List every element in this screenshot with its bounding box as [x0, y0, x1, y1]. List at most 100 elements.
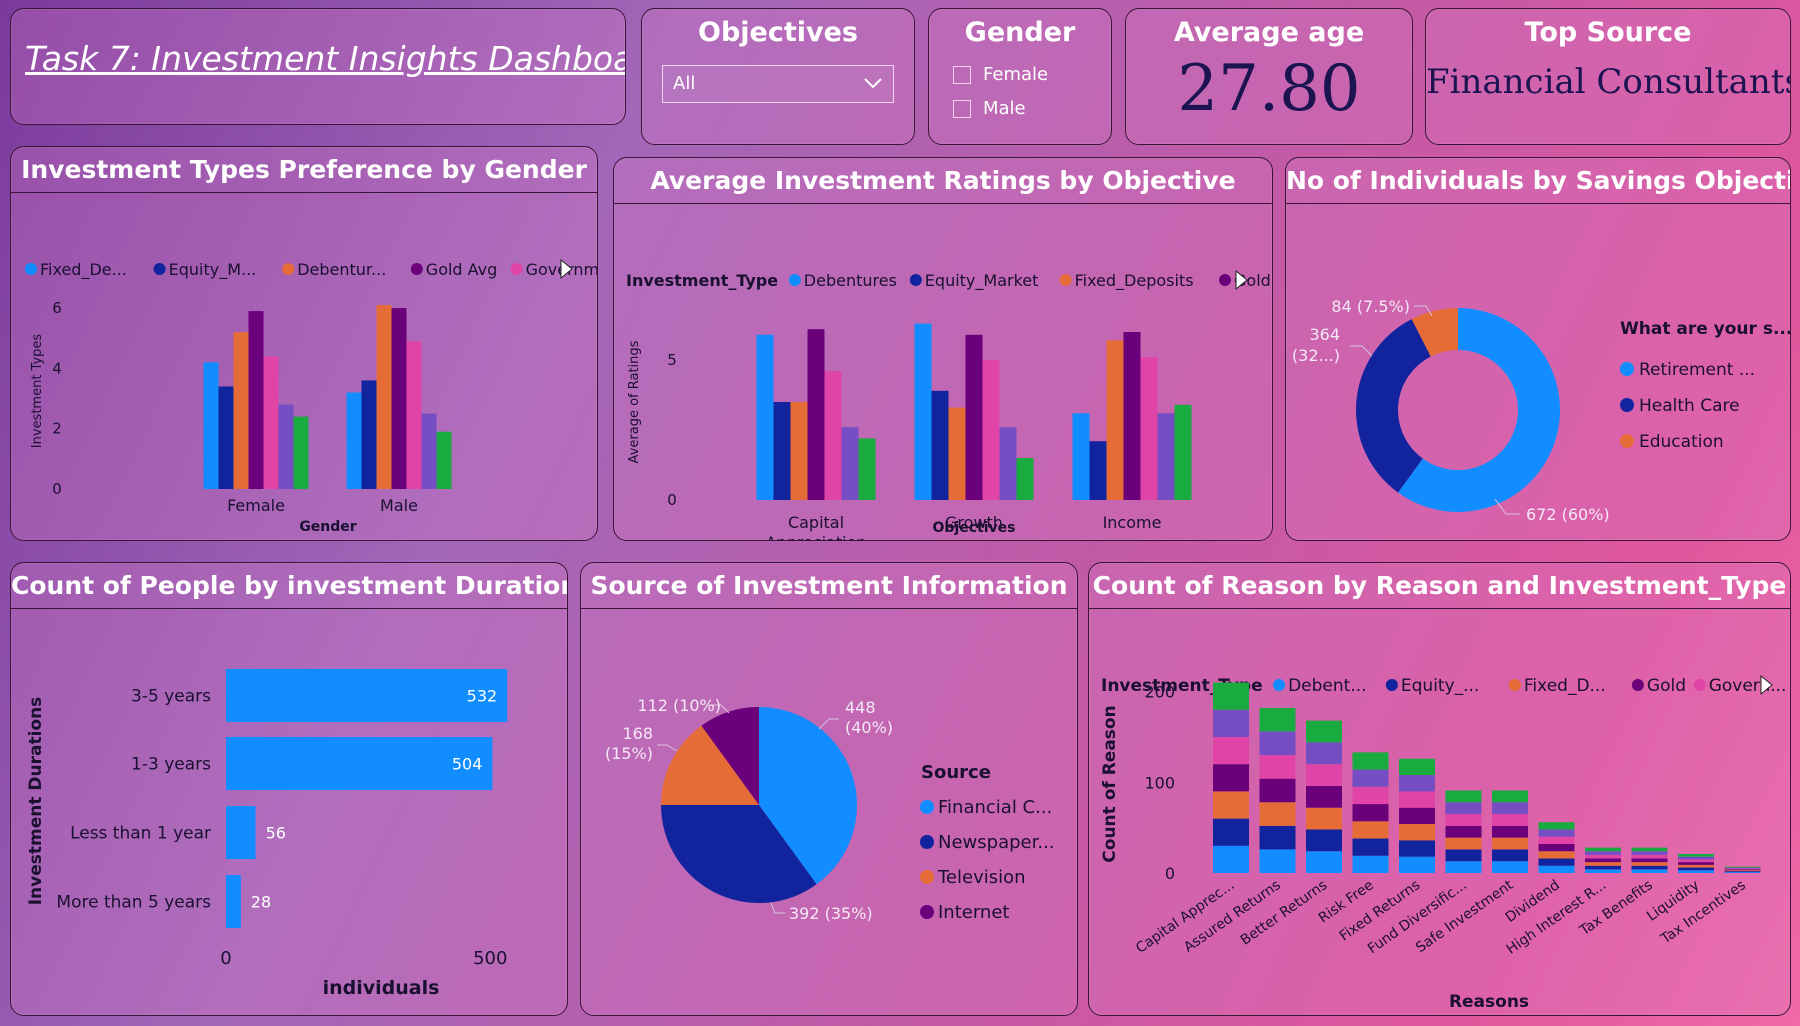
bar-segment — [1352, 786, 1389, 805]
bar-segment — [1306, 785, 1342, 808]
x-tick-label: Growth — [945, 513, 1003, 532]
ratings-objective-chart: Investment_Type Debentures Equity_Market Fi… — [626, 269, 1271, 540]
y-tick-label: 4 — [52, 359, 62, 377]
bar-segment — [1631, 851, 1668, 855]
legend-marker — [920, 905, 934, 919]
bar-segment — [1724, 872, 1761, 873]
bar-segment — [1724, 868, 1761, 870]
bar-segment — [1492, 837, 1528, 850]
bar — [248, 311, 264, 489]
bar-segment — [1538, 836, 1575, 844]
legend-label: Health Care — [1639, 396, 1740, 416]
x-tick-label: Female — [227, 496, 285, 515]
source-chart: 448(40%) 392 (35%) 168(15%) 112 (10%) Source… — [605, 696, 1055, 923]
objectives-dropdown[interactable]: All — [662, 65, 894, 103]
gender-option-female[interactable]: Female — [953, 64, 1048, 85]
bar-segment — [1678, 853, 1714, 857]
legend-marker — [1273, 679, 1286, 691]
bar-segment — [1631, 869, 1668, 873]
bar-segment — [1445, 802, 1482, 815]
reasons-title: Count of Reason by Reason and Investment… — [1089, 563, 1790, 609]
bar-segment — [1352, 821, 1389, 839]
y-tick-label: 2 — [52, 420, 62, 438]
gender-preference-chart: Fixed_De... Equity_M... Debentur... Gold Av… — [25, 258, 597, 535]
gender-title: Gender — [964, 17, 1076, 48]
data-label: 56 — [266, 824, 286, 843]
legend-label: Retirement ... — [1639, 360, 1755, 380]
y-tick-label: 0 — [52, 480, 62, 498]
data-label: 392 (35%) — [789, 904, 873, 923]
duration-title: Count of People by investment Duration — [11, 563, 567, 609]
bar-segment — [1724, 871, 1761, 873]
bar — [999, 427, 1017, 500]
legend-label: Gold — [1647, 676, 1686, 696]
legend-label: Equity_... — [1401, 676, 1479, 696]
legend-marker — [909, 274, 922, 286]
bar — [756, 334, 774, 500]
legend-label: Financial C... — [938, 797, 1052, 818]
legend-label: Education — [1639, 432, 1724, 452]
bar-segment — [1352, 752, 1389, 770]
bar-segment — [1445, 837, 1482, 850]
bar — [948, 407, 966, 500]
bar-segment — [1678, 862, 1714, 865]
bar-segment — [1585, 869, 1621, 873]
bar-segment — [1399, 840, 1435, 857]
bar — [226, 806, 256, 859]
y-axis-label: Investment Types — [30, 334, 45, 449]
bar-segment — [1492, 849, 1528, 862]
legend-marker — [920, 870, 934, 884]
data-label: 84 (7.5%) — [1331, 297, 1410, 316]
x-tick-label: Capital — [788, 513, 844, 532]
data-label: 448 — [845, 698, 876, 717]
legend-label: Debent... — [1288, 676, 1366, 696]
legend-label: Debentur... — [297, 260, 386, 279]
legend-label: Television — [937, 867, 1026, 888]
leader-line — [770, 902, 785, 914]
bar — [361, 380, 377, 489]
bar-segment — [1538, 843, 1575, 852]
source-title: Source of Investment Information — [581, 563, 1077, 609]
gender-option-male[interactable]: Male — [953, 98, 1026, 119]
bar-segment — [1492, 802, 1528, 815]
checkbox-icon[interactable] — [953, 99, 971, 118]
data-label: 532 — [467, 687, 498, 706]
data-label: 168 — [622, 724, 653, 743]
duration-chart: 3-5 years 532 1-3 years 504 Less than 1 year… — [26, 669, 508, 999]
bar-segment — [1445, 790, 1482, 803]
x-axis-label: individuals — [323, 977, 440, 999]
legend-marker — [1059, 274, 1072, 286]
bar — [931, 390, 949, 500]
bar — [1157, 413, 1175, 500]
bar-segment — [1631, 847, 1668, 852]
bar-segment — [1259, 778, 1296, 803]
leader-line — [1350, 345, 1373, 357]
legend-next-icon — [1235, 269, 1248, 291]
savings-objectives-title: No of Individuals by Savings Objectives — [1286, 158, 1790, 204]
bar-segment — [1352, 838, 1389, 856]
bar — [226, 737, 493, 790]
bar — [1106, 340, 1124, 500]
bar — [233, 332, 249, 489]
bar-segment — [1678, 864, 1714, 868]
checkbox-icon[interactable] — [953, 65, 971, 84]
bar — [218, 386, 234, 489]
legend-marker — [1693, 679, 1706, 691]
bar-segment — [1259, 849, 1296, 873]
data-label: 672 (60%) — [1526, 505, 1610, 524]
bar — [278, 404, 294, 489]
bar — [807, 329, 825, 500]
bar-segment — [1399, 791, 1435, 808]
legend-label: Newspaper... — [938, 832, 1055, 853]
x-tick-label: Tax Incentives — [1657, 877, 1748, 948]
legend-marker — [1219, 274, 1231, 286]
legend-marker — [920, 800, 934, 814]
x-tick-label: 500 — [473, 948, 507, 969]
bar-segment — [1399, 824, 1435, 841]
pie-slice — [661, 725, 759, 805]
legend-label: Equity_M... — [169, 260, 257, 280]
data-label: 364 — [1309, 325, 1340, 344]
bar — [226, 669, 508, 722]
legend-label: Debentures — [804, 271, 897, 290]
bar-segment — [1585, 862, 1621, 866]
